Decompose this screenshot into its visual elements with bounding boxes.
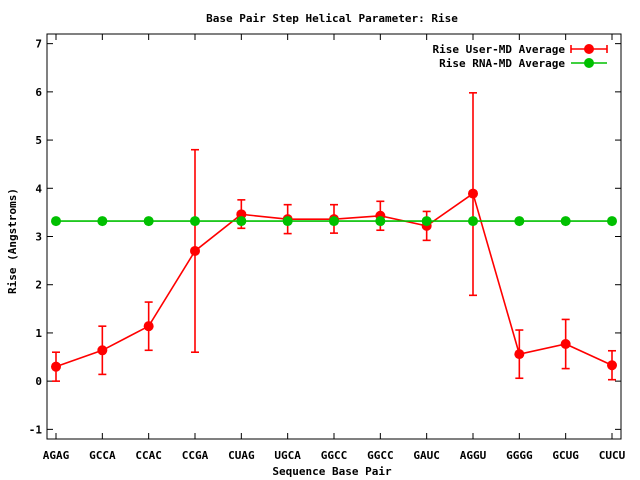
series-0	[51, 92, 617, 382]
x-tick-label: UGCA	[274, 449, 301, 462]
y-tick-label: 2	[35, 279, 42, 292]
legend-label: Rise RNA-MD Average	[439, 57, 565, 70]
x-tick-label: GGCC	[367, 449, 394, 462]
legend-label: Rise User-MD Average	[433, 43, 566, 56]
x-axis: AGAG GCCA CCAC CCGA CUAG UGCA GGCC GGCC GAUC AGGU…	[43, 34, 626, 462]
y-axis-label: Rise (Angstroms)	[6, 188, 19, 294]
data-point	[190, 245, 200, 256]
y-tick-label: 0	[35, 375, 42, 388]
series-1	[51, 216, 617, 227]
y-tick-label: 7	[35, 38, 42, 51]
x-tick-label: GCCA	[89, 449, 116, 462]
x-tick-label: CUAG	[228, 449, 255, 462]
x-tick-label: GAUC	[413, 449, 440, 462]
data-point	[97, 345, 108, 356]
data-point	[560, 339, 571, 350]
y-tick-label: 6	[35, 86, 42, 99]
y-tick-label: 3	[35, 231, 42, 244]
x-tick-label: AGAG	[43, 449, 70, 462]
x-tick-label: GGCC	[321, 449, 348, 462]
data-point	[560, 216, 571, 227]
x-tick-label: GGGG	[506, 449, 533, 462]
data-point	[236, 216, 247, 227]
data-point	[514, 216, 525, 227]
series-layer	[51, 92, 617, 382]
data-point	[607, 216, 617, 227]
data-point	[51, 216, 61, 227]
legend-marker	[584, 58, 594, 68]
y-tick-label: 4	[35, 182, 42, 195]
x-tick-label: GCUG	[552, 449, 579, 462]
data-point	[421, 216, 432, 227]
x-tick-label: CCGA	[182, 449, 209, 462]
x-axis-label: Sequence Base Pair	[272, 465, 392, 478]
data-point	[607, 360, 617, 371]
data-point	[375, 216, 386, 227]
data-point	[282, 216, 293, 227]
data-point	[51, 361, 61, 372]
data-point	[329, 216, 339, 227]
data-point	[143, 321, 154, 332]
plot-frame	[46, 33, 622, 440]
data-point	[514, 349, 525, 360]
legend-marker	[584, 44, 594, 54]
y-axis: -1 0 1 2 3 4 5 6 7	[29, 38, 621, 436]
data-point	[143, 216, 154, 227]
data-point	[468, 188, 478, 199]
chart-title: Base Pair Step Helical Parameter: Rise	[206, 12, 458, 25]
x-tick-label: CCAC	[135, 449, 162, 462]
x-tick-label: AGGU	[460, 449, 487, 462]
data-point	[97, 216, 108, 227]
x-tick-label: CUCU	[599, 449, 626, 462]
y-tick-label: -1	[29, 423, 43, 436]
y-tick-label: 5	[35, 134, 42, 147]
data-point	[468, 216, 478, 227]
data-point	[190, 216, 200, 227]
y-tick-label: 1	[35, 327, 42, 340]
